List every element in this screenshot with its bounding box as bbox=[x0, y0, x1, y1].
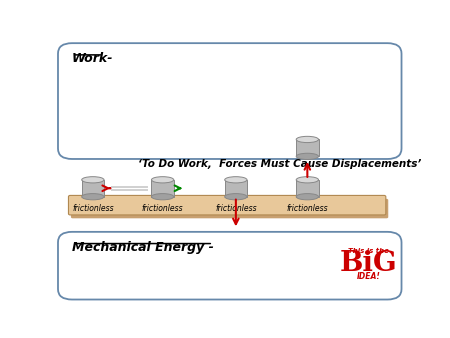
FancyBboxPatch shape bbox=[68, 195, 386, 215]
Text: frictionless: frictionless bbox=[215, 204, 256, 213]
FancyBboxPatch shape bbox=[152, 180, 174, 197]
FancyBboxPatch shape bbox=[58, 232, 401, 299]
Text: Work-: Work- bbox=[72, 52, 113, 65]
Ellipse shape bbox=[225, 194, 247, 200]
Ellipse shape bbox=[296, 153, 319, 160]
FancyBboxPatch shape bbox=[296, 140, 319, 156]
Ellipse shape bbox=[225, 177, 247, 183]
Ellipse shape bbox=[296, 177, 319, 183]
Text: IDEA!: IDEA! bbox=[356, 272, 380, 281]
Ellipse shape bbox=[296, 194, 319, 200]
FancyBboxPatch shape bbox=[82, 180, 104, 197]
Ellipse shape bbox=[82, 194, 104, 200]
Text: frictionless: frictionless bbox=[142, 204, 184, 213]
FancyBboxPatch shape bbox=[225, 180, 247, 197]
Ellipse shape bbox=[296, 136, 319, 143]
FancyBboxPatch shape bbox=[296, 180, 319, 197]
Text: frictionless: frictionless bbox=[72, 204, 114, 213]
Ellipse shape bbox=[152, 177, 174, 183]
Text: ‘To Do Work,  Forces Must Cause Displacements’: ‘To Do Work, Forces Must Cause Displacem… bbox=[138, 159, 421, 169]
FancyBboxPatch shape bbox=[58, 43, 401, 159]
Text: frictionless: frictionless bbox=[287, 204, 328, 213]
Ellipse shape bbox=[82, 177, 104, 183]
FancyBboxPatch shape bbox=[71, 199, 388, 218]
Text: Mechanical Energy -: Mechanical Energy - bbox=[72, 241, 214, 254]
Text: BiG: BiG bbox=[339, 250, 397, 277]
Ellipse shape bbox=[152, 194, 174, 200]
Text: This is the: This is the bbox=[348, 248, 389, 255]
